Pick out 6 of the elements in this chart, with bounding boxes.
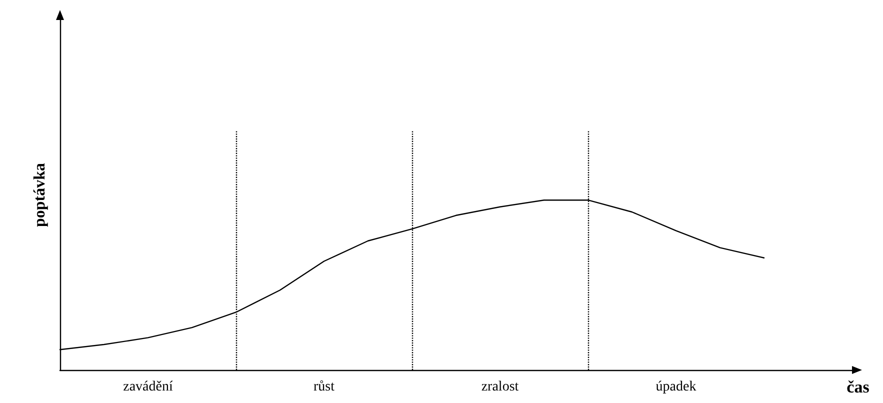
x-tick-label: růst (314, 380, 335, 394)
y-axis-title: poptávka (32, 162, 48, 228)
x-tick-label: úpadek (656, 380, 696, 394)
x-tick-label: zralost (481, 380, 519, 394)
x-axis-title: čas (846, 378, 870, 396)
x-tick-label: zavádění (123, 380, 173, 394)
